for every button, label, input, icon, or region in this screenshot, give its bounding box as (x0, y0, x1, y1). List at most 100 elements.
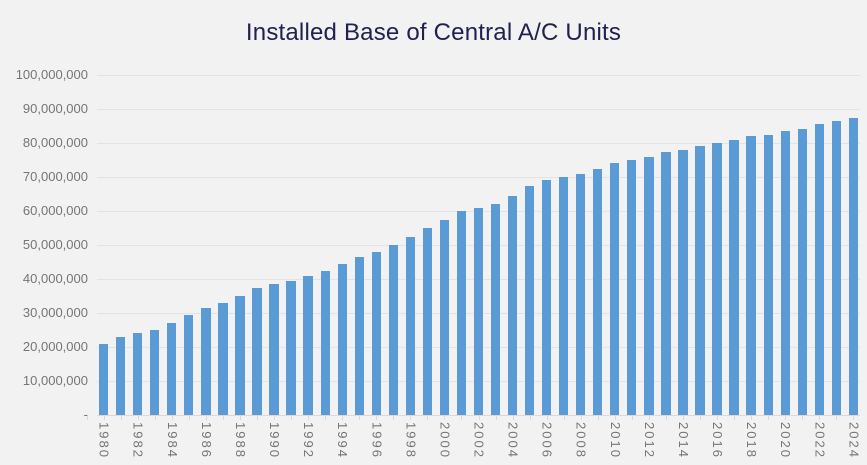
x-axis-tick (239, 416, 241, 420)
bar-2020[interactable] (780, 131, 790, 415)
bar-1980[interactable] (99, 343, 109, 415)
x-axis-tick (563, 416, 565, 420)
bar-1983[interactable] (150, 330, 160, 415)
x-axis-label-1984: 1984 (164, 422, 180, 459)
x-axis-tick (188, 416, 190, 420)
bar-1988[interactable] (235, 296, 245, 415)
bar-2006[interactable] (542, 180, 552, 415)
bar-1994[interactable] (337, 263, 347, 415)
bar-1987[interactable] (218, 302, 228, 415)
bar-1996[interactable] (371, 251, 381, 415)
bar-2010[interactable] (610, 163, 620, 415)
x-axis-tick (393, 416, 395, 420)
x-axis-label-1982: 1982 (130, 422, 146, 459)
x-axis-tick (512, 416, 514, 420)
bar-2024[interactable] (848, 117, 858, 415)
gridline-80000000 (97, 143, 860, 144)
bar-2003[interactable] (490, 204, 501, 415)
bar-1981[interactable] (116, 336, 126, 415)
y-axis-label-10000000: 10,000,000 (22, 373, 88, 388)
bar-2013[interactable] (661, 151, 671, 415)
bar-1989[interactable] (252, 287, 262, 415)
bar-2021[interactable] (797, 129, 807, 415)
x-axis-tick (444, 416, 446, 420)
x-axis-label-2008: 2008 (573, 422, 589, 459)
x-axis-label-2000: 2000 (437, 422, 453, 459)
y-axis-label-20000000: 20,000,000 (22, 339, 88, 354)
y-axis-label-100000000: 100,000,000 (15, 67, 88, 82)
x-axis-tick (529, 416, 531, 420)
x-axis-label-2018: 2018 (744, 422, 760, 459)
y-axis: - 10,000,000 20,000,000 30,000,000 40,000,00… (0, 0, 88, 465)
bar-1986[interactable] (201, 307, 211, 415)
bar-1985[interactable] (184, 314, 194, 415)
x-axis-tick (751, 416, 753, 420)
bar-2023[interactable] (831, 120, 841, 415)
x-axis-tick (274, 416, 276, 420)
bar-1995[interactable] (354, 256, 364, 415)
x-axis-label-1998: 1998 (403, 422, 419, 459)
x-axis-tick (785, 416, 787, 420)
bar-1991[interactable] (286, 280, 296, 415)
bar-2004[interactable] (507, 195, 518, 415)
bar-2012[interactable] (644, 156, 654, 415)
bar-1993[interactable] (320, 270, 330, 415)
x-axis-tick (546, 416, 548, 420)
bar-1984[interactable] (167, 323, 177, 415)
bar-1982[interactable] (133, 333, 143, 415)
x-axis-tick (597, 416, 599, 420)
bar-2007[interactable] (559, 177, 569, 415)
bar-1998[interactable] (405, 236, 415, 415)
x-axis-tick (819, 416, 821, 420)
bar-2014[interactable] (678, 149, 688, 415)
x-axis-label-1980: 1980 (96, 422, 112, 459)
bar-1997[interactable] (388, 245, 398, 415)
gridline-100000000 (97, 75, 860, 76)
gridline-70000000 (97, 177, 860, 178)
x-axis-label-1986: 1986 (198, 422, 214, 459)
x-axis-label-2012: 2012 (641, 422, 657, 459)
x-axis-tick (359, 416, 361, 420)
bar-2016[interactable] (712, 143, 722, 415)
x-axis-tick (461, 416, 463, 420)
x-axis-tick (103, 416, 105, 420)
x-axis-tick (853, 416, 855, 420)
bar-2018[interactable] (746, 136, 756, 415)
x-axis-tick (717, 416, 719, 420)
x-axis-tick (700, 416, 701, 420)
y-axis-label-70000000: 70,000,000 (22, 169, 88, 184)
x-axis-tick (171, 416, 173, 420)
y-axis-label-30000000: 30,000,000 (22, 305, 88, 320)
bar-2011[interactable] (627, 160, 637, 415)
bar-1992[interactable] (303, 275, 313, 415)
y-axis-label-90000000: 90,000,000 (22, 101, 88, 116)
bar-2022[interactable] (814, 124, 824, 415)
bar-2008[interactable] (576, 173, 586, 415)
bar-2002[interactable] (473, 207, 484, 415)
x-axis-tick (427, 416, 429, 420)
bar-1999[interactable] (422, 228, 433, 415)
x-axis-label-1992: 1992 (301, 422, 317, 459)
x-axis-tick (291, 416, 293, 420)
x-axis-tick (256, 416, 258, 420)
x-axis-label-2006: 2006 (539, 422, 555, 459)
x-axis-label-2024: 2024 (846, 422, 862, 459)
bar-1990[interactable] (269, 284, 279, 415)
y-axis-label-0: - (83, 407, 88, 422)
x-axis-label-2010: 2010 (607, 422, 623, 459)
x-axis-label-2014: 2014 (675, 422, 691, 459)
y-axis-label-60000000: 60,000,000 (22, 203, 88, 218)
x-axis-label-1994: 1994 (335, 422, 351, 459)
x-axis-tick (120, 416, 122, 420)
bar-2000[interactable] (439, 219, 450, 415)
x-axis-tick (478, 416, 480, 420)
x-axis-tick (325, 416, 327, 420)
bar-2009[interactable] (593, 168, 603, 415)
bar-2019[interactable] (763, 134, 773, 415)
x-axis-tick (205, 416, 207, 420)
bar-2001[interactable] (456, 211, 467, 415)
bar-2005[interactable] (524, 185, 535, 415)
bar-2015[interactable] (695, 146, 705, 415)
bar-2017[interactable] (729, 139, 739, 415)
